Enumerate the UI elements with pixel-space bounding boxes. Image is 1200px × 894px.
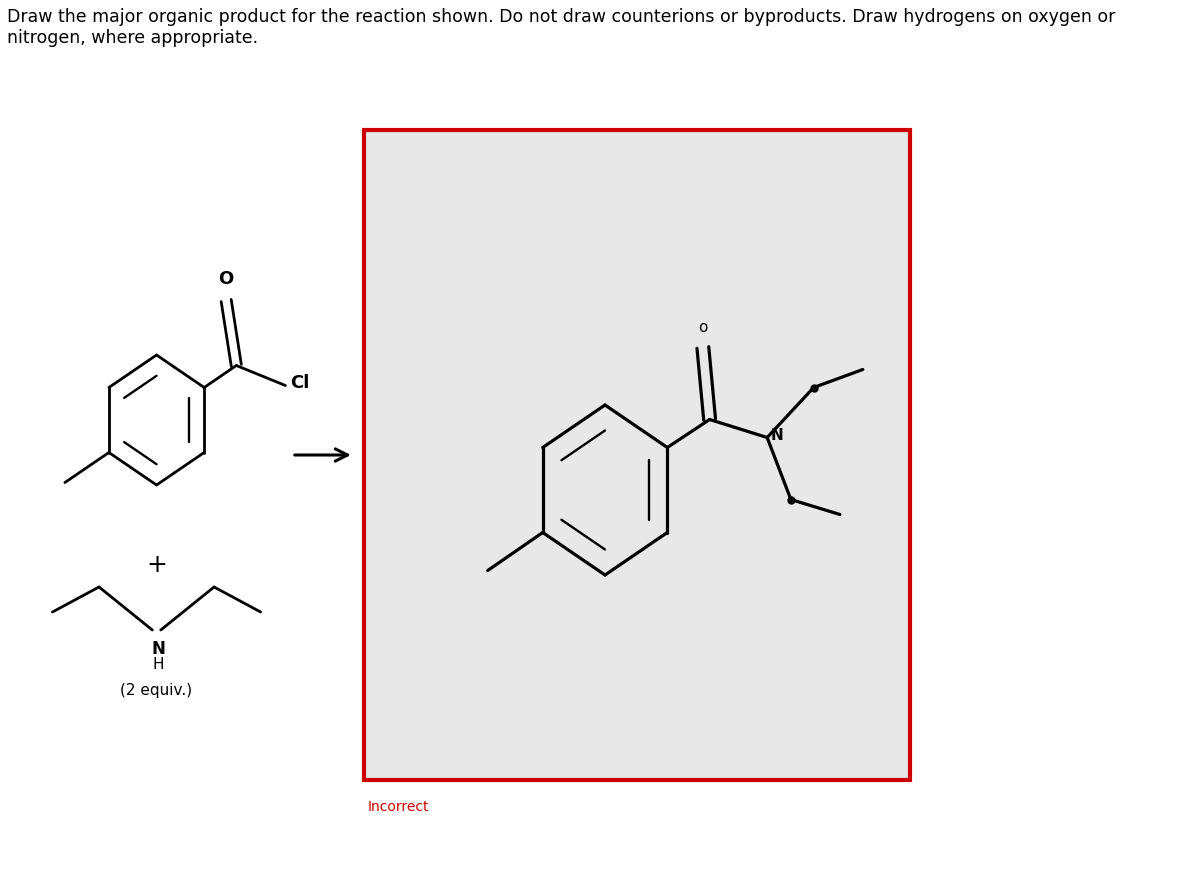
Text: N: N [770, 428, 784, 443]
Text: Cl: Cl [289, 375, 310, 392]
Text: N: N [151, 640, 166, 658]
Text: Incorrect: Incorrect [368, 800, 430, 814]
Bar [364, 130, 910, 780]
Text: Draw the major organic product for the reaction shown. Do not draw counterions o: Draw the major organic product for the r… [7, 8, 1115, 46]
Text: O: O [218, 271, 234, 289]
Text: +: + [146, 553, 167, 577]
Text: o: o [698, 321, 708, 335]
Text: H: H [152, 657, 164, 672]
Text: (2 equiv.): (2 equiv.) [120, 683, 193, 698]
